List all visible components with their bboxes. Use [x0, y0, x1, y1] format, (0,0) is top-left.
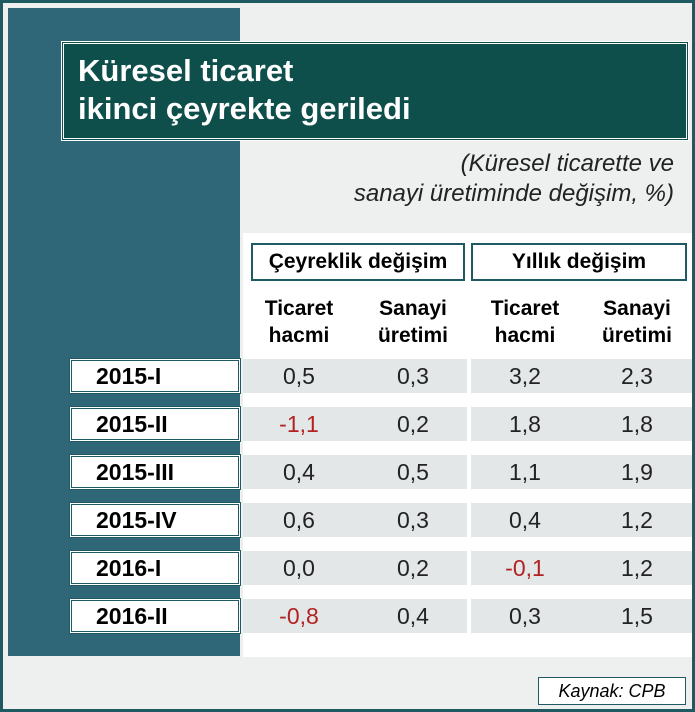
column-separator — [467, 455, 471, 489]
value-cell: 1,2 — [621, 555, 653, 581]
value-cell: 0,2 — [397, 411, 429, 437]
row-label: 2015-I — [69, 358, 241, 394]
value-cell: 0,2 — [397, 555, 429, 581]
value-cell: 0,4 — [283, 459, 315, 485]
column-header-line: Ticaret — [264, 297, 334, 320]
column-separator — [467, 551, 471, 585]
value-cell: 2,3 — [621, 363, 653, 389]
group-header: Çeyreklik değişim — [251, 243, 465, 281]
subtitle-line: sanayi üretiminde değişim, %) — [353, 180, 674, 207]
value-cell: 0,5 — [397, 459, 429, 485]
row-label: 2016-II — [69, 598, 241, 634]
column-header-line: hacmi — [494, 324, 556, 347]
value-cell: -0,1 — [505, 555, 545, 581]
value-cell: -1,1 — [279, 411, 319, 437]
title-box: Küresel ticaret ikinci çeyrekte geriledi — [61, 41, 689, 141]
source: Kaynak: CPB — [538, 677, 686, 705]
column-separator — [467, 359, 471, 393]
value-cell: 0,3 — [509, 603, 541, 629]
column-header-line: Sanayi — [603, 297, 671, 320]
title-line: Küresel ticaret — [78, 53, 294, 88]
value-cell: 0,5 — [283, 363, 315, 389]
value-cell: 0,3 — [397, 507, 429, 533]
value-cell: 1,9 — [621, 459, 653, 485]
column-header: Sanayi üretimi — [357, 295, 469, 349]
column-header: Ticaret hacmi — [243, 295, 355, 349]
column-header: Sanayi üretimi — [581, 295, 692, 349]
value-cell: 0,4 — [509, 507, 541, 533]
value-cell: 1,8 — [621, 411, 653, 437]
group-header: Yıllık değişim — [471, 243, 687, 281]
title-line: ikinci çeyrekte geriledi — [78, 91, 411, 126]
value-cell: 1,8 — [509, 411, 541, 437]
table-background — [243, 233, 692, 657]
value-cell: 0,6 — [283, 507, 315, 533]
subtitle: (Küresel ticarette ve sanayi üretiminde … — [354, 149, 674, 209]
value-cell: 0,4 — [397, 603, 429, 629]
row-label: 2015-IV — [69, 502, 241, 538]
value-cell: 3,2 — [509, 363, 541, 389]
value-cell: 1,2 — [621, 507, 653, 533]
column-header-line: üretimi — [601, 324, 672, 347]
subtitle-line: (Küresel ticarette ve — [460, 150, 674, 177]
column-header-line: Ticaret — [490, 297, 560, 320]
row-label: 2015-II — [69, 406, 241, 442]
column-header-line: hacmi — [268, 324, 330, 347]
column-separator — [467, 503, 471, 537]
column-separator — [467, 407, 471, 441]
column-header: Ticaret hacmi — [469, 295, 581, 349]
value-cell: -0,8 — [279, 603, 319, 629]
row-label: 2016-I — [69, 550, 241, 586]
column-header-line: üretimi — [377, 324, 448, 347]
column-separator — [467, 599, 471, 633]
value-cell: 0,3 — [397, 363, 429, 389]
value-cell: 1,5 — [621, 603, 653, 629]
row-label: 2015-III — [69, 454, 241, 490]
column-header-line: Sanayi — [379, 297, 447, 320]
value-cell: 0,0 — [283, 555, 315, 581]
value-cell: 1,1 — [509, 459, 541, 485]
